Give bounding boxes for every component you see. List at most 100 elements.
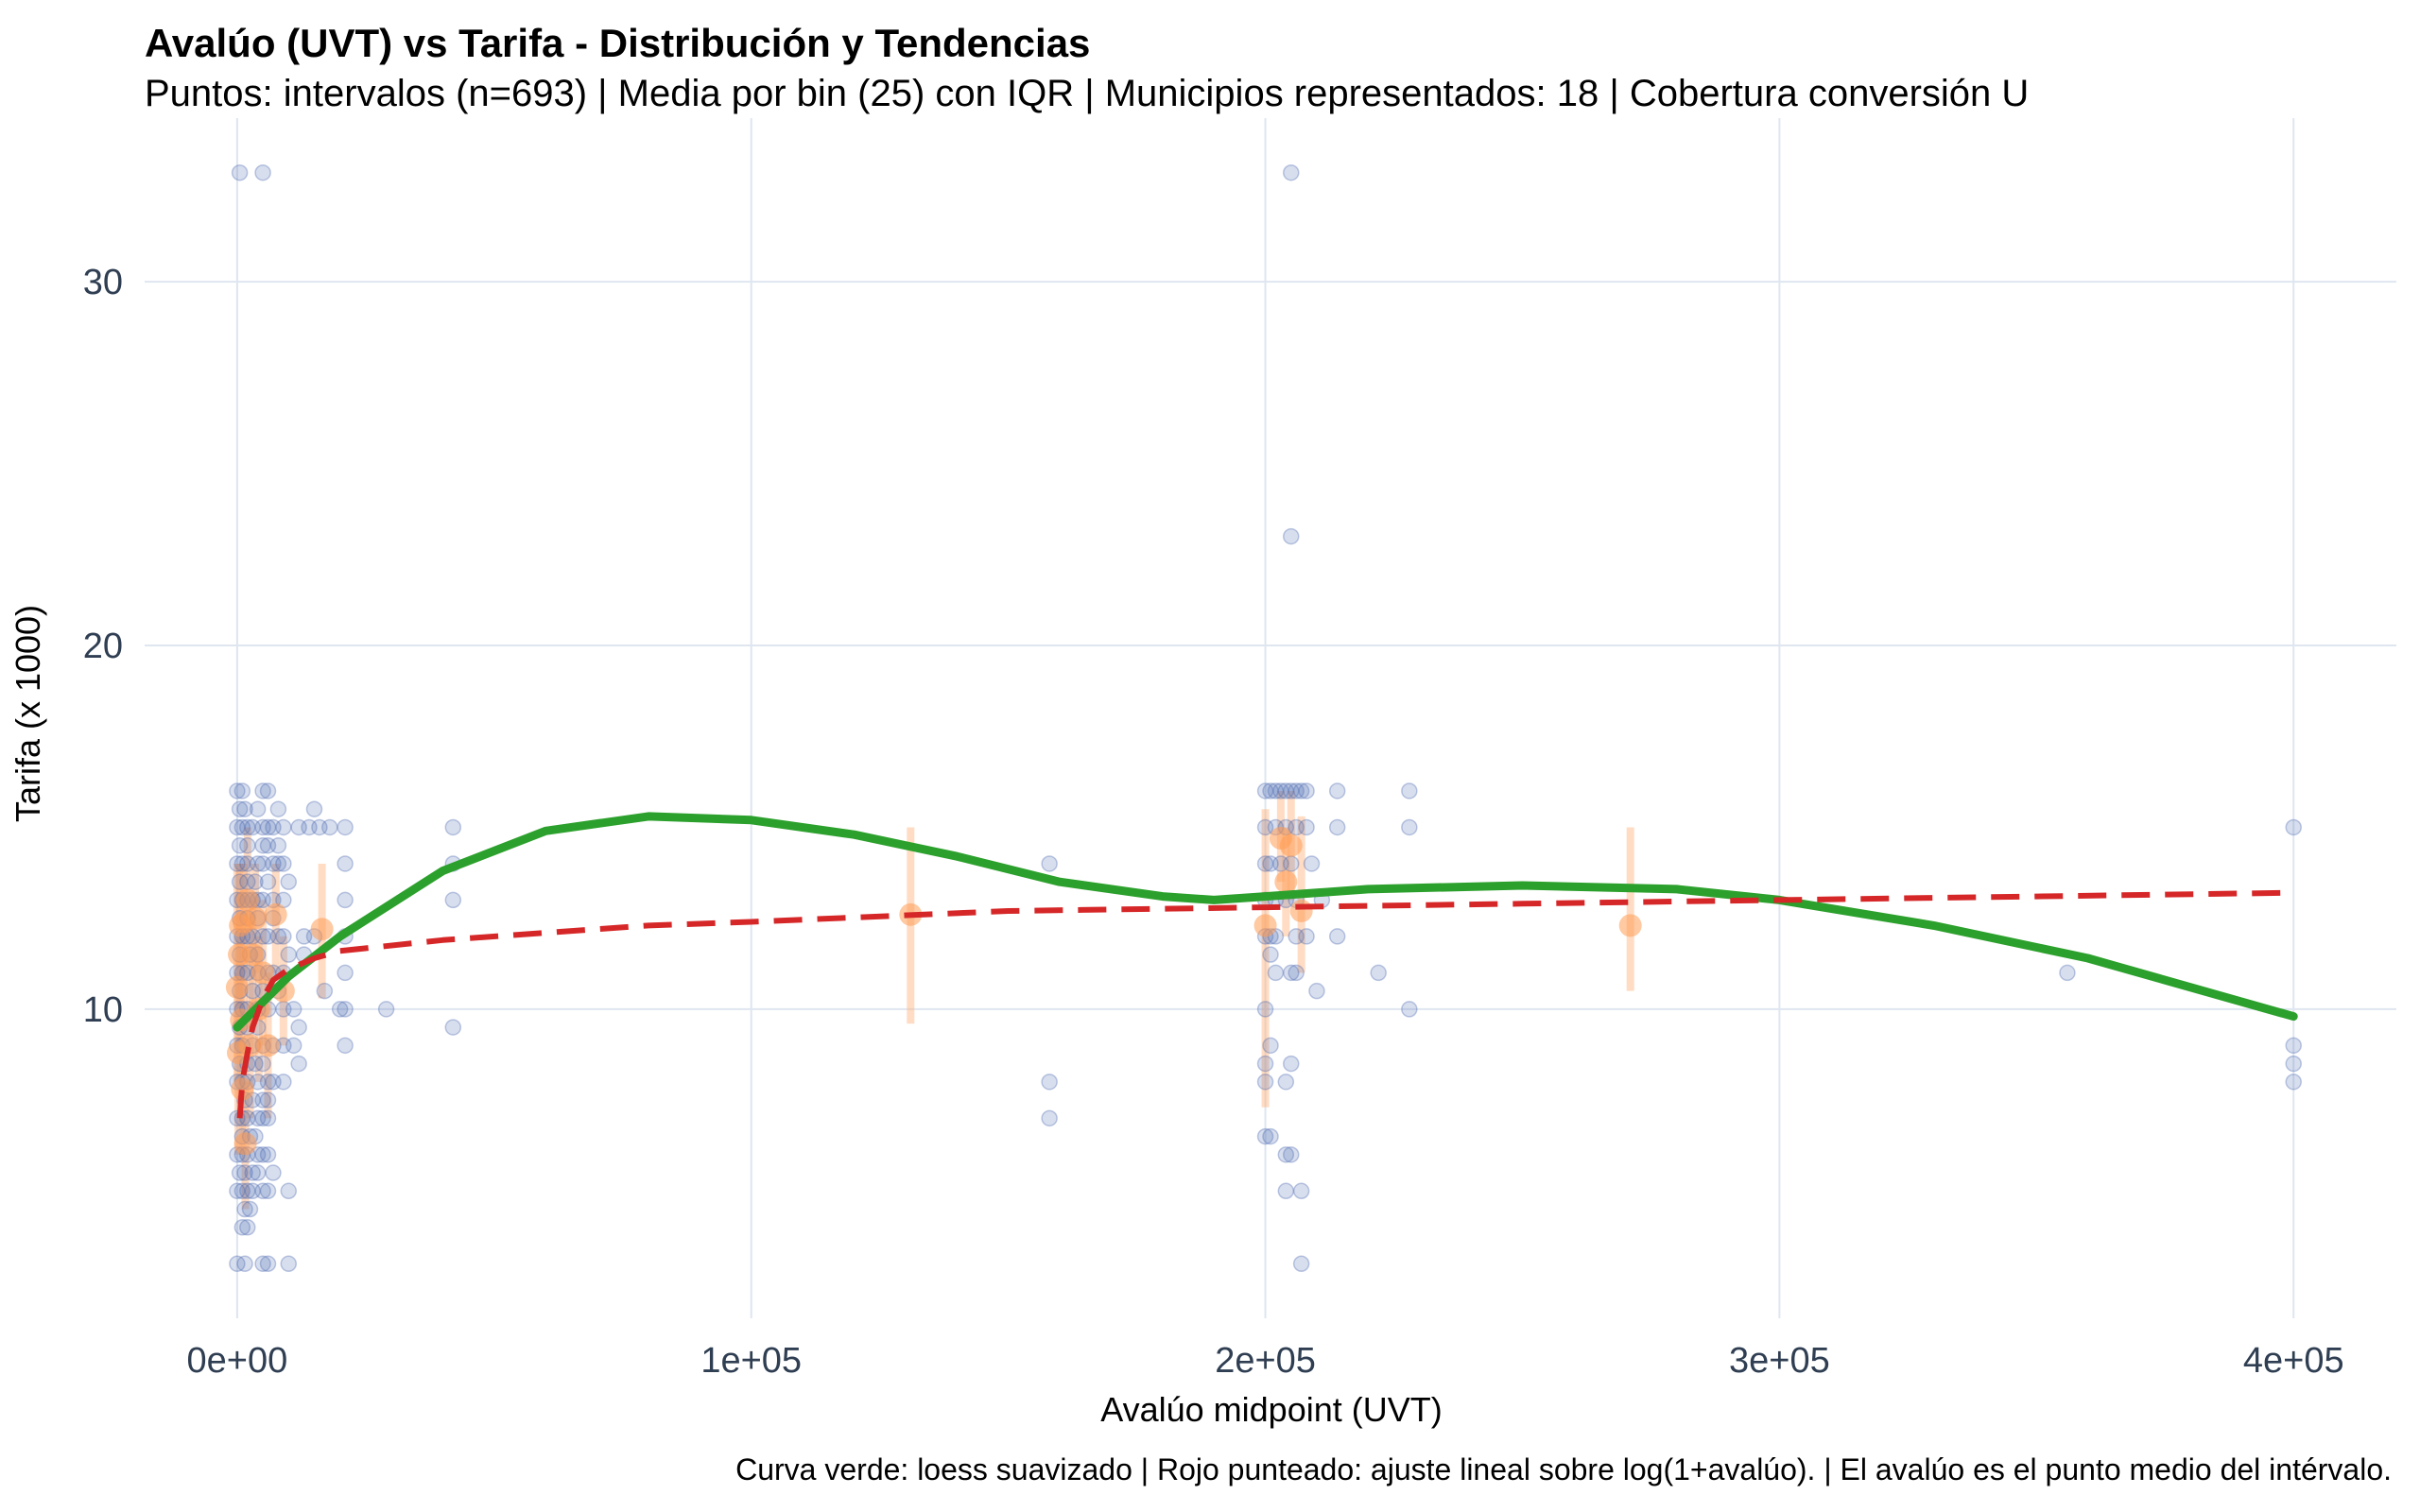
data-point	[2059, 964, 2076, 982]
data-point	[444, 1019, 462, 1036]
data-point	[254, 1146, 271, 1163]
data-point	[377, 1001, 395, 1018]
data-point	[280, 946, 298, 963]
data-point	[254, 836, 271, 854]
data-point	[259, 1091, 277, 1108]
bin-mean-point	[256, 1034, 280, 1057]
data-point	[249, 855, 267, 872]
data-point	[321, 818, 338, 836]
data-point	[233, 818, 251, 836]
data-point	[236, 1164, 253, 1181]
data-point	[1283, 527, 1300, 545]
data-point	[1272, 782, 1289, 799]
data-point	[244, 1182, 261, 1200]
x-tick-label: 1e+05	[700, 1341, 802, 1381]
data-point	[254, 163, 271, 181]
data-point	[285, 1001, 302, 1018]
data-point	[1328, 928, 1346, 945]
bin-mean-point	[241, 943, 265, 967]
data-point	[229, 1255, 246, 1273]
chart-title: Avalúo (UVT) vs Tarifa - Distribución y …	[145, 21, 1090, 65]
data-point	[280, 1255, 298, 1273]
data-point	[337, 964, 354, 982]
data-point	[1256, 818, 1274, 836]
data-point	[247, 873, 264, 890]
data-point	[280, 1182, 298, 1200]
data-point	[1262, 1127, 1279, 1145]
data-point	[259, 1074, 277, 1091]
data-point	[229, 818, 246, 836]
data-point	[231, 800, 249, 817]
data-point	[301, 818, 318, 836]
data-point	[254, 928, 271, 945]
data-point	[259, 928, 277, 945]
data-point	[259, 782, 277, 799]
chart-subtitle: Puntos: intervalos (n=693) | Media por b…	[145, 73, 2029, 114]
data-point	[1288, 964, 1305, 982]
data-point	[1328, 782, 1346, 799]
data-point	[285, 1037, 302, 1055]
data-point	[444, 818, 462, 836]
data-point	[239, 855, 256, 872]
bin-mean-point	[243, 906, 267, 930]
data-point	[316, 982, 334, 1000]
x-axis-title: Avalúo midpoint (UVT)	[1100, 1390, 1442, 1429]
data-point	[229, 782, 246, 799]
bin-mean-point	[235, 888, 259, 912]
bin-mean-point	[238, 1034, 262, 1057]
data-point	[1256, 855, 1274, 872]
data-point	[1277, 1146, 1295, 1163]
data-point	[236, 1200, 253, 1218]
gridlines	[145, 118, 2396, 1318]
data-point	[280, 873, 298, 890]
data-point	[337, 1001, 354, 1018]
data-point	[229, 855, 246, 872]
data-point	[1328, 818, 1346, 836]
data-point	[1288, 928, 1305, 945]
data-point	[259, 818, 277, 836]
data-point	[254, 1091, 271, 1108]
data-point	[259, 836, 277, 854]
data-point	[1283, 163, 1300, 181]
data-point	[2285, 1037, 2302, 1055]
data-point	[2285, 1074, 2302, 1091]
data-point	[305, 800, 323, 817]
data-point	[265, 818, 282, 836]
data-point	[290, 818, 307, 836]
data-point	[1292, 1182, 1310, 1200]
data-point	[1401, 1001, 1418, 1018]
data-point	[231, 836, 249, 854]
data-point	[1272, 855, 1289, 872]
bin-mean-point	[233, 1132, 257, 1156]
data-point	[259, 1255, 277, 1273]
data-point	[269, 928, 287, 945]
data-point	[249, 1109, 267, 1127]
data-point	[337, 1037, 354, 1055]
data-point	[236, 800, 253, 817]
y-tick-label: 10	[83, 990, 123, 1030]
data-point	[1041, 1074, 1058, 1091]
data-point	[269, 855, 287, 872]
data-point	[1262, 782, 1279, 799]
data-point	[1283, 964, 1300, 982]
data-point	[1256, 1074, 1274, 1091]
data-point	[1277, 782, 1295, 799]
data-point	[275, 1074, 292, 1091]
data-point	[337, 855, 354, 872]
data-point	[1283, 1055, 1300, 1073]
bin-mean-point	[264, 902, 287, 926]
data-point	[254, 782, 271, 799]
data-point	[244, 1164, 261, 1181]
data-point	[254, 818, 271, 836]
data-point	[1370, 964, 1387, 982]
data-point	[444, 891, 462, 909]
data-point	[1298, 818, 1315, 836]
data-point	[233, 855, 251, 872]
trend-lines	[233, 812, 2298, 1119]
y-tick-label: 30	[83, 263, 123, 302]
data-point	[1256, 782, 1274, 799]
data-point	[337, 818, 354, 836]
data-point	[239, 1182, 256, 1200]
y-axis-title: Tarifa (x 1000)	[9, 605, 47, 822]
data-point	[1256, 1127, 1274, 1145]
